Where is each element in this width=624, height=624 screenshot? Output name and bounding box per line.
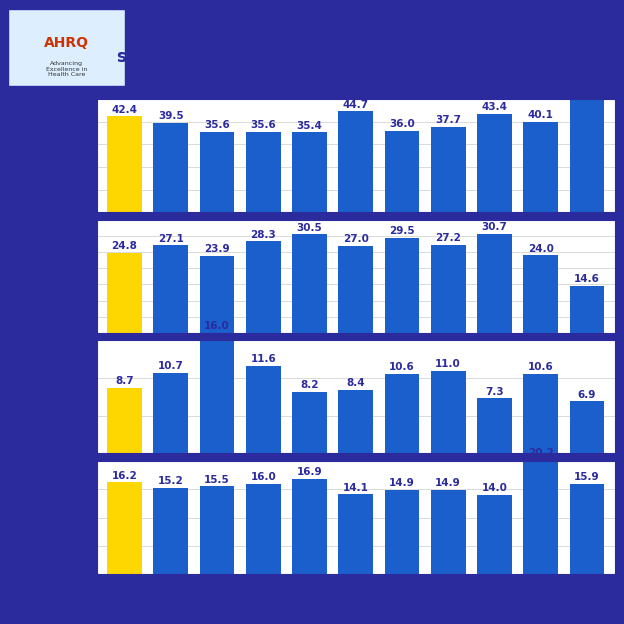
Bar bbox=[384, 490, 419, 574]
Text: 16.2: 16.2 bbox=[112, 470, 137, 480]
Bar bbox=[200, 132, 234, 212]
Text: 44.7: 44.7 bbox=[343, 99, 369, 109]
Text: 10.7: 10.7 bbox=[158, 361, 183, 371]
Y-axis label: Medicare: Medicare bbox=[60, 248, 70, 305]
Bar bbox=[384, 131, 419, 212]
Text: 14.6: 14.6 bbox=[574, 274, 600, 284]
Bar bbox=[570, 484, 604, 574]
Bar bbox=[154, 123, 188, 212]
Text: 40.1: 40.1 bbox=[528, 110, 553, 120]
Bar bbox=[292, 392, 327, 454]
Bar bbox=[524, 460, 558, 574]
Bar bbox=[107, 253, 142, 333]
Text: 16.0: 16.0 bbox=[204, 321, 230, 331]
Text: 43.4: 43.4 bbox=[481, 102, 507, 112]
Bar bbox=[246, 484, 281, 574]
Bar bbox=[200, 256, 234, 333]
Bar bbox=[154, 245, 188, 333]
Bar bbox=[431, 490, 466, 574]
Bar bbox=[477, 495, 512, 574]
Text: 23.9: 23.9 bbox=[204, 244, 230, 254]
Text: 15.2: 15.2 bbox=[158, 477, 183, 487]
Text: AHRQ: AHRQ bbox=[44, 36, 89, 51]
Y-axis label: Medicaid: Medicaid bbox=[60, 369, 70, 425]
Bar bbox=[154, 488, 188, 574]
Bar bbox=[200, 333, 234, 454]
Bar bbox=[384, 374, 419, 454]
Text: 36.0: 36.0 bbox=[389, 119, 415, 129]
Text: 29.5: 29.5 bbox=[389, 226, 415, 236]
Bar bbox=[292, 479, 327, 574]
Text: 30.7: 30.7 bbox=[482, 222, 507, 232]
Text: 11.0: 11.0 bbox=[436, 359, 461, 369]
Text: 14.1: 14.1 bbox=[343, 482, 369, 493]
Bar bbox=[107, 117, 142, 212]
Text: 24.8: 24.8 bbox=[112, 241, 137, 251]
Bar bbox=[570, 99, 604, 212]
Text: 10.6: 10.6 bbox=[389, 362, 415, 372]
Text: 8.4: 8.4 bbox=[346, 379, 365, 389]
Text: 35.4: 35.4 bbox=[296, 120, 323, 130]
Bar bbox=[292, 235, 327, 333]
Text: 8.7: 8.7 bbox=[115, 376, 134, 386]
Text: 37.7: 37.7 bbox=[435, 115, 461, 125]
Bar bbox=[431, 127, 466, 212]
Text: 28.3: 28.3 bbox=[250, 230, 276, 240]
Bar bbox=[384, 238, 419, 333]
Bar bbox=[107, 482, 142, 574]
Text: 7.3: 7.3 bbox=[485, 387, 504, 397]
Text: Percentage: Percentage bbox=[11, 292, 24, 381]
Bar bbox=[524, 374, 558, 454]
Y-axis label: Out of pocket: Out of pocket bbox=[60, 475, 70, 560]
Bar bbox=[338, 246, 373, 333]
Bar bbox=[338, 390, 373, 454]
Text: 49.9: 49.9 bbox=[574, 88, 600, 98]
Text: 11.6: 11.6 bbox=[250, 354, 276, 364]
Text: 35.6: 35.6 bbox=[250, 120, 276, 130]
Text: 20.2: 20.2 bbox=[528, 448, 553, 458]
Bar bbox=[338, 111, 373, 212]
Bar bbox=[477, 234, 512, 333]
Bar bbox=[246, 241, 281, 333]
Bar bbox=[8, 9, 125, 86]
Bar bbox=[292, 132, 327, 212]
Text: 30.5: 30.5 bbox=[296, 223, 323, 233]
Bar bbox=[338, 494, 373, 574]
Text: 8.2: 8.2 bbox=[300, 380, 319, 390]
Bar bbox=[246, 366, 281, 454]
Text: 16.0: 16.0 bbox=[250, 472, 276, 482]
Bar bbox=[477, 399, 512, 454]
Bar bbox=[477, 114, 512, 212]
Text: 24.0: 24.0 bbox=[528, 243, 553, 253]
Text: 14.9: 14.9 bbox=[389, 478, 415, 488]
Text: 15.9: 15.9 bbox=[574, 472, 600, 482]
Text: Advancing
Excellence in
Health Care: Advancing Excellence in Health Care bbox=[46, 61, 87, 77]
Text: Figure 3. Percentage of health care expenses by
source of payment, U.S. and 10 l: Figure 3. Percentage of health care expe… bbox=[117, 26, 605, 66]
Y-axis label: Private insurance: Private insurance bbox=[60, 101, 70, 211]
Bar bbox=[524, 255, 558, 333]
Text: 27.0: 27.0 bbox=[343, 234, 369, 244]
Bar bbox=[107, 388, 142, 454]
Bar bbox=[524, 122, 558, 212]
Text: 6.9: 6.9 bbox=[578, 390, 596, 400]
Bar bbox=[570, 286, 604, 333]
Text: 15.5: 15.5 bbox=[204, 475, 230, 485]
Text: 14.9: 14.9 bbox=[436, 478, 461, 488]
Bar bbox=[431, 371, 466, 454]
Text: 16.9: 16.9 bbox=[296, 467, 322, 477]
Bar bbox=[570, 401, 604, 454]
Bar bbox=[431, 245, 466, 333]
Text: 27.2: 27.2 bbox=[435, 233, 461, 243]
Text: 35.6: 35.6 bbox=[204, 120, 230, 130]
Text: 10.6: 10.6 bbox=[528, 362, 553, 372]
Text: 27.1: 27.1 bbox=[158, 233, 183, 243]
Text: 39.5: 39.5 bbox=[158, 111, 183, 121]
Bar bbox=[200, 487, 234, 574]
Text: Source: Center for Financing, Access, and Cost Trends, AHRQ, Household Component: Source: Center for Financing, Access, an… bbox=[11, 583, 517, 592]
Text: 42.4: 42.4 bbox=[112, 105, 137, 115]
Bar bbox=[154, 373, 188, 454]
Text: 14.0: 14.0 bbox=[482, 483, 507, 493]
Bar bbox=[246, 132, 281, 212]
